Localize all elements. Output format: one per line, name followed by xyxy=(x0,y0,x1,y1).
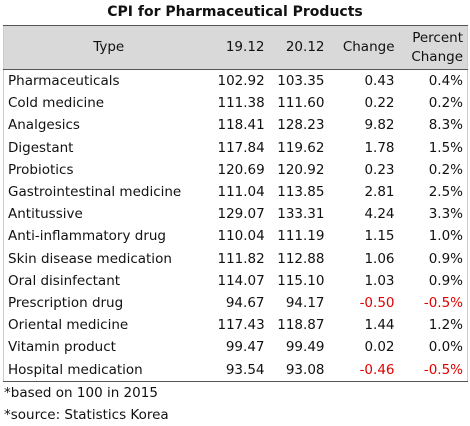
row-label: Oral disinfectant xyxy=(8,272,121,289)
row-label: Pharmaceuticals xyxy=(8,73,120,90)
cpi-table: Type 19.12 20.12 Change Percent Change Pharm… xyxy=(3,25,468,382)
cell-value: 120.92 xyxy=(277,161,325,178)
column-header: 19.12 xyxy=(213,25,269,70)
cell-value: 112.88 xyxy=(277,250,325,267)
notes: *based on 100 in 2015 *source: Statistics… xyxy=(0,382,470,426)
row-label: Oriental medicine xyxy=(8,317,129,334)
table-row: Analgesics 118.41 128.23 9.82 8.3% xyxy=(4,114,468,136)
row-label: Probiotics xyxy=(8,161,74,178)
cell-value: 111.60 xyxy=(277,95,325,112)
cell-value: 120.69 xyxy=(217,161,265,178)
cell-value: 133.31 xyxy=(277,206,325,223)
cell-value: 0.02 xyxy=(364,339,395,356)
cell-value: 103.35 xyxy=(277,73,325,90)
cell-value: 111.19 xyxy=(277,228,325,245)
table-title: CPI for Pharmaceutical Products xyxy=(107,4,363,20)
row-label: Gastrointestinal medicine xyxy=(8,184,182,201)
column-header: Type xyxy=(3,25,214,70)
column-header: Percent Change xyxy=(398,25,468,70)
cell-value: 0.23 xyxy=(364,161,395,178)
table-row: Oral disinfectant 114.07 115.10 1.03 0.9% xyxy=(4,270,468,292)
cell-value: 128.23 xyxy=(277,117,325,134)
cell-value: 3.3% xyxy=(428,206,463,223)
table-row: Cold medicine 111.38 111.60 0.22 0.2% xyxy=(4,92,468,114)
cell-value: 118.87 xyxy=(277,317,325,334)
row-label: Digestant xyxy=(8,139,74,156)
footnote: *source: Statistics Korea xyxy=(4,406,169,423)
cell-value: 94.17 xyxy=(285,294,325,311)
cell-value: 0.2% xyxy=(428,161,463,178)
cell-value: 99.49 xyxy=(285,339,325,356)
cell-value: 0.43 xyxy=(364,73,395,90)
cell-value: -0.46 xyxy=(328,358,399,382)
cell-value: 118.41 xyxy=(217,117,265,134)
cell-value: 93.08 xyxy=(268,358,329,382)
cell-value: 1.2% xyxy=(428,317,463,334)
cell-value: 1.03 xyxy=(364,272,395,289)
cell-value: -0.50 xyxy=(359,294,395,311)
cell-value: 117.43 xyxy=(217,317,265,334)
cell-value: -0.5% xyxy=(423,294,463,311)
table-row: Skin disease medication 111.82 112.88 1.06 0… xyxy=(4,248,468,270)
table-row: Probiotics 120.69 120.92 0.23 0.2% xyxy=(4,159,468,181)
table-row: Anti-inflammatory drug 110.04 111.19 1.15 1.… xyxy=(4,225,468,247)
cell-value: 93.54 xyxy=(213,358,269,382)
cell-value: 2.5% xyxy=(428,184,463,201)
cell-value: 2.81 xyxy=(364,184,395,201)
table-row: Hospital medication 93.54 93.08 -0.46 -0.5% xyxy=(3,358,468,382)
cell-value: 1.0% xyxy=(428,228,463,245)
column-header: Change xyxy=(328,25,399,70)
cell-value: 111.82 xyxy=(217,250,265,267)
table-row: Antitussive 129.07 133.31 4.24 3.3% xyxy=(4,203,468,225)
cell-value: 1.44 xyxy=(364,317,395,334)
cell-value: 0.4% xyxy=(428,73,463,90)
cell-value: 8.3% xyxy=(428,117,463,134)
cell-value: 110.04 xyxy=(217,228,265,245)
cell-value: 0.9% xyxy=(428,250,463,267)
cell-value: 99.47 xyxy=(225,339,265,356)
row-label: Analgesics xyxy=(8,117,80,134)
table-row: Prescription drug 94.67 94.17 -0.50 -0.5% xyxy=(4,292,468,314)
cell-value: 114.07 xyxy=(217,272,265,289)
cell-value: 9.82 xyxy=(364,117,395,134)
cell-value: 1.5% xyxy=(428,139,463,156)
row-label: Skin disease medication xyxy=(8,250,172,267)
cell-value: 0.2% xyxy=(428,95,463,112)
cell-value: 0.9% xyxy=(428,272,463,289)
cell-value: 111.04 xyxy=(217,184,265,201)
cell-value: 0.22 xyxy=(364,95,395,112)
row-label: Prescription drug xyxy=(8,294,124,311)
cell-value: 1.06 xyxy=(364,250,395,267)
table-row: Oriental medicine 117.43 118.87 1.44 1.2% xyxy=(4,314,468,336)
row-label: Cold medicine xyxy=(8,95,105,112)
cell-value: -0.5% xyxy=(398,358,468,382)
row-label: Vitamin product xyxy=(8,339,116,356)
cell-value: 117.84 xyxy=(217,139,265,156)
cell-value: 94.67 xyxy=(225,294,265,311)
row-label: Hospital medication xyxy=(3,358,214,382)
column-header: 20.12 xyxy=(268,25,329,70)
table-row: Pharmaceuticals 102.92 103.35 0.43 0.4% xyxy=(4,70,468,93)
cell-value: 0.0% xyxy=(428,339,463,356)
table-row: Digestant 117.84 119.62 1.78 1.5% xyxy=(4,137,468,159)
footnote: *based on 100 in 2015 xyxy=(4,384,158,401)
cell-value: 1.78 xyxy=(364,139,395,156)
cell-value: 129.07 xyxy=(217,206,265,223)
cell-value: 111.38 xyxy=(217,95,265,112)
table-body: Pharmaceuticals 102.92 103.35 0.43 0.4% Cold … xyxy=(3,70,468,382)
row-label: Antitussive xyxy=(8,206,83,223)
cell-value: 4.24 xyxy=(364,206,395,223)
cell-value: 119.62 xyxy=(277,139,325,156)
row-label: Anti-inflammatory drug xyxy=(8,228,166,245)
cell-value: 115.10 xyxy=(277,272,325,289)
table-row: Vitamin product 99.47 99.49 0.02 0.0% xyxy=(4,336,468,358)
header-row: Type 19.12 20.12 Change Percent Change xyxy=(3,25,468,70)
cell-value: 1.15 xyxy=(364,228,395,245)
cell-value: 113.85 xyxy=(277,184,325,201)
table-row: Gastrointestinal medicine 111.04 113.85 2.8… xyxy=(4,181,468,203)
cell-value: 102.92 xyxy=(217,73,265,90)
